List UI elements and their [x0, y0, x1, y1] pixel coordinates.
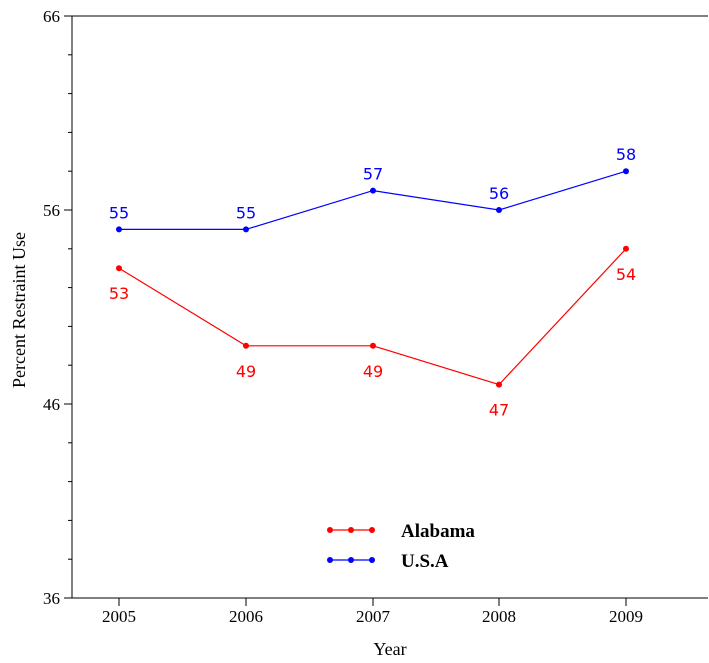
- data-label: 49: [363, 362, 383, 381]
- data-point: [116, 265, 122, 272]
- x-axis: 2005 2006 2007 2008 2009: [102, 598, 643, 626]
- legend-marker: [327, 527, 333, 533]
- data-label: 53: [109, 284, 129, 303]
- data-label: 47: [489, 401, 509, 420]
- data-label: 55: [109, 203, 129, 222]
- y-axis: 36 46 56 66: [43, 7, 72, 608]
- legend-marker: [348, 527, 354, 533]
- data-label: 56: [489, 184, 509, 203]
- data-point: [116, 226, 122, 233]
- series-1: 55 55 57 56 58: [109, 145, 636, 233]
- data-label: 55: [236, 203, 256, 222]
- data-point: [496, 381, 502, 388]
- y-tick-label: 46: [43, 395, 60, 414]
- x-tick-label: 2007: [356, 607, 391, 626]
- plot-frame: [71, 15, 708, 599]
- legend-marker: [369, 527, 375, 533]
- legend-label: Alabama: [401, 521, 475, 542]
- data-point: [623, 245, 629, 252]
- data-point: [496, 207, 502, 213]
- data-point: [370, 342, 376, 349]
- x-tick-label: 2008: [482, 607, 516, 626]
- y-tick-label: 66: [43, 7, 60, 26]
- data-label: 58: [616, 145, 636, 164]
- data-point: [370, 187, 376, 194]
- legend-item: Alabama: [327, 521, 475, 542]
- data-label: 54: [616, 265, 636, 284]
- legend-marker: [369, 557, 375, 563]
- y-axis-title: Percent Restraint Use: [9, 232, 29, 388]
- legend-item: U.S.A: [327, 551, 449, 572]
- x-tick-label: 2009: [609, 607, 643, 626]
- data-point: [243, 342, 249, 349]
- data-point: [623, 168, 629, 175]
- data-point: [243, 226, 249, 233]
- legend-marker: [327, 557, 333, 563]
- x-axis-title: Year: [373, 639, 406, 659]
- series-0: 53 49 49 47 54: [109, 245, 636, 420]
- data-label: 49: [236, 362, 256, 381]
- legend: Alabama U.S.A: [327, 521, 475, 572]
- data-label: 57: [363, 165, 383, 184]
- x-tick-label: 2005: [102, 607, 136, 626]
- x-tick-label: 2006: [229, 607, 263, 626]
- series-layer: 53 49 49 47 54 55 55 57 56 58: [109, 145, 636, 419]
- legend-marker: [348, 557, 354, 563]
- y-tick-label: 36: [43, 589, 60, 608]
- y-tick-label: 56: [43, 201, 60, 220]
- legend-label: U.S.A: [401, 551, 449, 572]
